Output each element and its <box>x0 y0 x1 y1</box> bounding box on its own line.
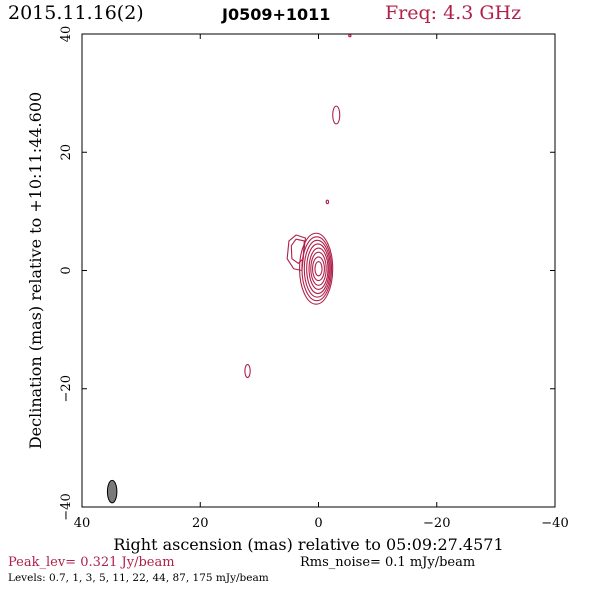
x-axis-label: Right ascension (mas) relative to 05:09:… <box>113 535 503 554</box>
beam-layer <box>106 479 118 504</box>
y-tick-label: 0 <box>59 266 74 274</box>
y-tick-label: 40 <box>59 26 74 43</box>
frequency-label: Freq: 4.3 GHz <box>385 2 522 24</box>
epoch-date: 2015.11.16(2) <box>8 2 144 24</box>
y-tick-label: −20 <box>59 375 74 402</box>
beam-ellipse <box>106 479 118 504</box>
contour-levels: Levels: 0.7, 1, 3, 5, 11, 22, 44, 87, 17… <box>8 572 269 584</box>
x-tick-label: −40 <box>541 516 568 531</box>
rms-noise: Rms_noise= 0.1 mJy/beam <box>300 555 476 570</box>
y-tick-label: 20 <box>59 144 74 161</box>
core-contour <box>308 247 329 290</box>
peak-level: Peak_lev= 0.321 Jy/beam <box>8 555 175 570</box>
x-tick-label: 40 <box>74 516 91 531</box>
core-contour <box>314 261 323 277</box>
y-tick-label: −40 <box>59 493 74 520</box>
core-contour <box>303 239 331 298</box>
isolated-contour <box>244 363 251 379</box>
isolated-contour <box>332 105 341 125</box>
tick-labels: 40 20 0 −20 −40 −40 −20 0 20 40 <box>59 26 569 531</box>
core-contour <box>312 256 325 282</box>
source-name: J0509+1011 <box>222 5 331 24</box>
x-tick-label: 20 <box>192 516 209 531</box>
isolated-contour <box>348 34 352 38</box>
core-contour <box>306 243 330 295</box>
y-axis-label: Declination (mas) relative to +10:11:44.… <box>26 92 45 449</box>
x-tick-label: −20 <box>423 516 450 531</box>
axis-ticks <box>81 33 556 508</box>
isolated-contour <box>325 199 330 205</box>
core-contour <box>310 251 327 286</box>
extension-contour-inner <box>290 238 305 264</box>
core-contour <box>299 232 334 305</box>
x-tick-label: 0 <box>314 516 322 531</box>
contour-layer <box>244 34 352 379</box>
plot-frame <box>81 33 556 508</box>
